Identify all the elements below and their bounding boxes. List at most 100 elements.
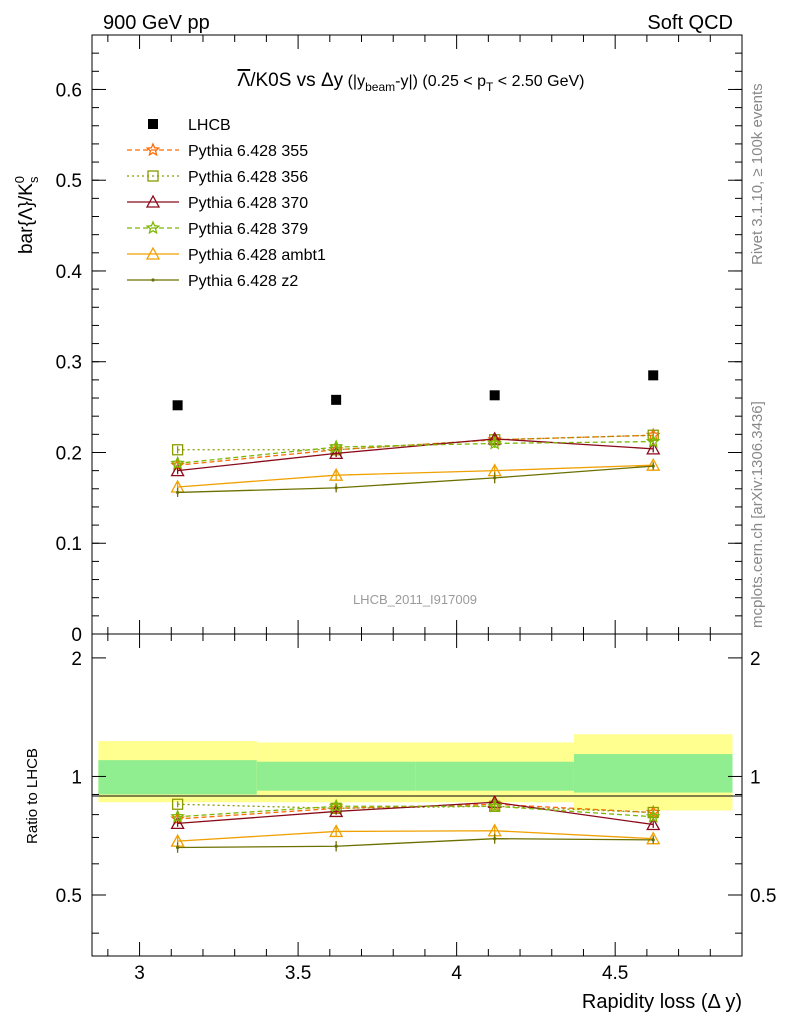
- ratio-ytick-label: 2: [71, 649, 82, 670]
- ratio-ytick-label-right: 2: [750, 649, 761, 670]
- main-ylabel-sup: 0: [12, 176, 27, 183]
- series-point: [646, 457, 661, 471]
- ratio-ylabel: Ratio to LHCB: [24, 748, 41, 844]
- series-point: [170, 455, 185, 470]
- title-part-2: (|y: [343, 73, 365, 90]
- ratio-series-line: [177, 801, 654, 826]
- main-panel: 0 0.1 0.2 0.3 0.4 0.5 0.6: [56, 34, 743, 646]
- x-axis-label: Rapidity loss (Δ y): [582, 991, 742, 1013]
- ratio-series-point: [170, 809, 185, 823]
- xtick-label: 4: [451, 963, 462, 984]
- series-point: [493, 476, 497, 480]
- series-point: [646, 441, 661, 455]
- series-point: [171, 444, 184, 456]
- ratio-series-line: [177, 830, 654, 842]
- xtick-label: 3: [134, 963, 145, 984]
- ratio-series-pythia-6-428-379: [170, 798, 661, 823]
- ratio-series-point: [176, 845, 180, 850]
- ratio-series-line: [177, 838, 654, 849]
- legend-item: Pythia 6.428 356: [127, 169, 308, 186]
- series-point: [651, 464, 655, 468]
- watermark: LHCB_2011_I917009: [353, 592, 477, 607]
- series-line: [177, 438, 654, 472]
- ratio-series-pythia-6-428-z2: [176, 833, 655, 853]
- ratio-series-point: [170, 816, 185, 830]
- legend-item: Pythia 6.428 379: [127, 220, 308, 238]
- data-point: [331, 394, 342, 405]
- title-part-3: -y|) (0.25 < p: [395, 73, 486, 90]
- data-point: [172, 400, 183, 411]
- legend-label: Pythia 6.428 z2: [188, 273, 298, 290]
- ratio-series-line: [177, 803, 654, 820]
- ratio-series-point: [645, 809, 661, 823]
- main-ytick-label: 0.2: [56, 443, 82, 464]
- legend-label: Pythia 6.428 370: [188, 195, 308, 212]
- legend-item-data: LHCB: [148, 117, 231, 134]
- series-point: [329, 446, 344, 460]
- legend-marker: [145, 246, 161, 260]
- ratio-ytick-label: 1: [71, 767, 82, 788]
- legend-item: Pythia 6.428 z2: [127, 273, 298, 290]
- mcplots-label: mcplots.cern.ch [arXiv:1306.3436]: [749, 401, 766, 628]
- title-part-4: < 2.50 GeV): [493, 73, 584, 90]
- series-line: [177, 465, 654, 494]
- ratio-series-point: [646, 817, 661, 831]
- main-ytick-label: 0.3: [56, 353, 82, 374]
- series-point: [329, 467, 344, 481]
- header-right: Soft QCD: [647, 12, 733, 34]
- main-ytick-label: 0: [71, 625, 82, 646]
- legend-label: Pythia 6.428 356: [188, 169, 308, 186]
- main-ylabel-base: bar{Λ}/K: [16, 183, 37, 254]
- legend-item: Pythia 6.428 355: [127, 142, 308, 160]
- main-data-points: [172, 370, 659, 411]
- ratio-ticks: 0.5 0.5 1 1 2 2: [56, 634, 776, 956]
- legend-marker: [148, 119, 158, 129]
- chart-title: Λ/K0S vs Δy (|ybeam-y|) (0.25 < pT < 2.5…: [238, 70, 585, 94]
- ratio-series-point: [328, 798, 344, 813]
- ratio-band-inner: [98, 760, 257, 795]
- ratio-series-point: [651, 838, 655, 842]
- data-point: [489, 390, 500, 401]
- title-overbar-char: Λ: [238, 70, 251, 91]
- series-pythia-6-428-ambt1: [170, 457, 661, 493]
- ratio-band-inner: [573, 754, 733, 793]
- ratio-series-line: [177, 803, 654, 814]
- legend-marker: [151, 278, 155, 282]
- legend-item: Pythia 6.428 ambt1: [127, 246, 326, 264]
- title-part-1: /K0S vs Δy: [250, 70, 343, 91]
- ratio-series-point: [329, 824, 344, 838]
- legend-item: Pythia 6.428 370: [127, 194, 308, 212]
- main-ticks: 0 0.1 0.2 0.3 0.4 0.5 0.6: [56, 34, 743, 646]
- legend-label: Pythia 6.428 ambt1: [188, 247, 326, 264]
- ratio-ytick-label-right: 0.5: [750, 886, 776, 907]
- ratio-bands: [98, 734, 733, 811]
- ratio-ytick-label-right: 1: [750, 767, 761, 788]
- main-ytick-label: 0.1: [56, 534, 82, 555]
- series-line: [177, 434, 654, 451]
- legend-label: LHCB: [188, 117, 231, 134]
- series-point: [487, 435, 502, 450]
- legend-label: Pythia 6.428 355: [188, 143, 308, 160]
- series-point: [170, 463, 185, 477]
- ratio-series-point: [493, 837, 497, 841]
- ratio-ytick-label: 0.5: [56, 886, 82, 907]
- ratio-band-inner: [415, 761, 574, 791]
- legend-marker: [147, 170, 159, 182]
- legend-marker: [145, 142, 161, 157]
- main-ytick-label: 0.5: [56, 171, 82, 192]
- xtick-label: 3.5: [285, 963, 311, 984]
- xtick-labels: 3 3.5 4 4.5: [134, 963, 628, 984]
- main-ylabel-sub: s: [26, 176, 41, 183]
- series-point: [176, 490, 180, 495]
- ratio-series-point: [646, 831, 661, 845]
- series-pythia-6-428-z2: [176, 462, 655, 497]
- series-point: [328, 439, 344, 454]
- ratio-series: [170, 794, 661, 853]
- main-ytick-label: 0.6: [56, 80, 82, 101]
- data-point: [648, 370, 659, 381]
- legend-marker: [145, 194, 161, 208]
- ratio-series-pythia-6-428-ambt1: [170, 823, 661, 847]
- ratio-series-point: [334, 844, 338, 848]
- ratio-panel: 0.5 0.5 1 1 2 2: [56, 633, 776, 957]
